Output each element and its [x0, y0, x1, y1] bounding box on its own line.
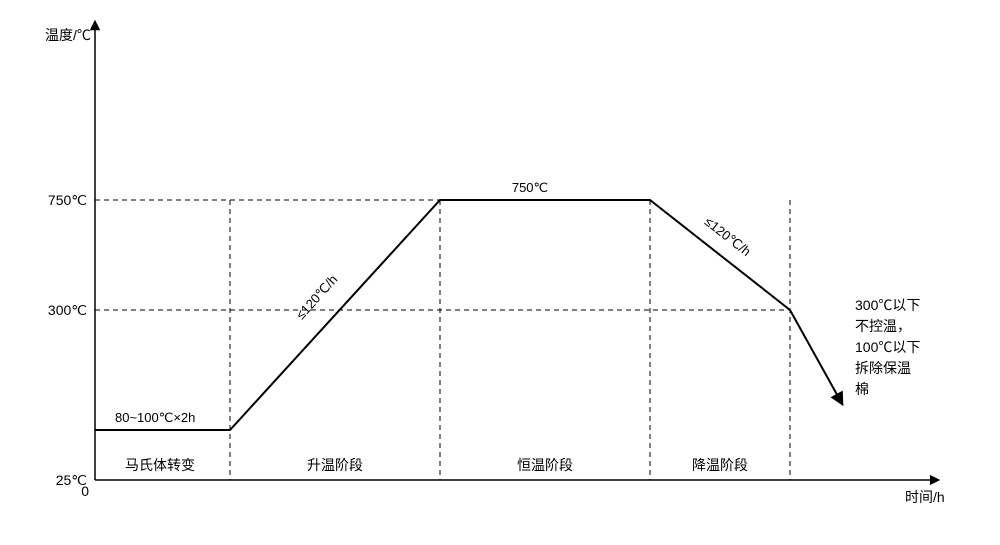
y-axis-label: 温度/℃ — [45, 27, 91, 43]
note-line: 100℃以下 — [855, 337, 985, 358]
plateau-label: 750℃ — [512, 180, 548, 195]
note-line: 不控温， — [855, 316, 985, 337]
phase-labels: 马氏体转变 升温阶段 恒温阶段 降温阶段 — [125, 457, 748, 473]
phase-label: 降温阶段 — [692, 457, 748, 473]
y-tick-label: 750℃ — [48, 192, 87, 208]
note-line: 300℃以下 — [855, 295, 985, 316]
phase-dividers — [230, 200, 790, 480]
temperature-curve — [95, 200, 790, 430]
ramp-up-rate-label: ≤120℃/h — [293, 272, 340, 322]
y-tick-labels: 25℃300℃750℃ — [48, 192, 87, 488]
reference-lines — [95, 200, 790, 310]
note-line: 拆除保温 — [855, 358, 985, 379]
hold-temp-label: 80~100℃×2h — [115, 410, 195, 425]
phase-label: 升温阶段 — [307, 457, 363, 473]
origin-label: 0 — [81, 483, 89, 499]
ramp-down-rate-label: ≤120℃/h — [702, 214, 754, 259]
y-tick-label: 300℃ — [48, 302, 87, 318]
curve-tail-arrow — [790, 310, 840, 400]
phase-label: 恒温阶段 — [517, 457, 573, 473]
heat-treatment-chart: 25℃300℃750℃ 温度/℃ 时间/h 0 马氏体转变升温阶段恒温阶段降温阶… — [0, 0, 1000, 545]
phase-label: 马氏体转变 — [125, 457, 195, 473]
cooling-note: 300℃以下不控温，100℃以下拆除保温棉 — [855, 295, 985, 400]
note-line: 棉 — [855, 379, 985, 400]
x-axis-label: 时间/h — [905, 489, 945, 505]
